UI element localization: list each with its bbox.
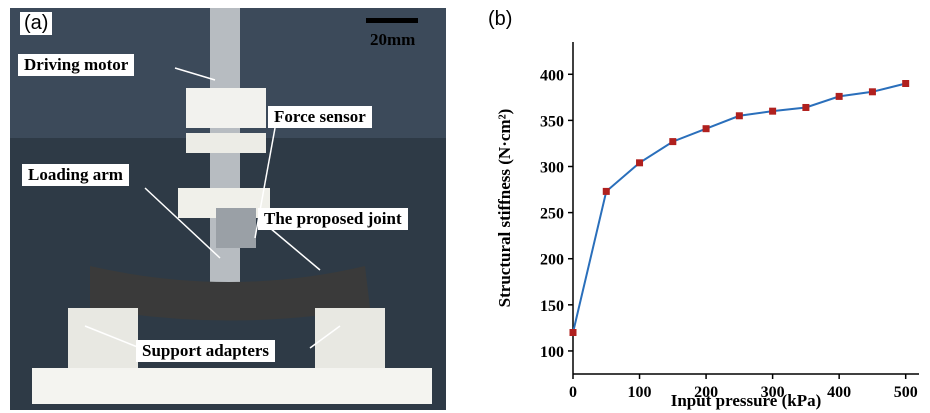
x-tick-label: 400	[827, 384, 851, 401]
y-axis-label: Structural stiffness (N·cm²)	[495, 109, 514, 308]
data-point	[570, 329, 577, 336]
y-tick-label: 300	[540, 160, 564, 177]
y-tick-label: 400	[540, 67, 564, 84]
data-point	[769, 108, 776, 115]
data-point	[836, 93, 843, 100]
y-tick-label: 250	[540, 206, 564, 223]
x-tick-label: 100	[628, 384, 652, 401]
data-point	[636, 159, 643, 166]
y-tick-label: 100	[540, 344, 564, 361]
series-line	[573, 84, 906, 333]
data-point	[902, 80, 909, 87]
x-tick-label: 0	[569, 384, 577, 401]
x-tick-label: 500	[894, 384, 918, 401]
data-point	[703, 125, 710, 132]
y-tick-label: 200	[540, 252, 564, 269]
figure: (a) 20mm Driving motor Force sensor Load…	[0, 0, 930, 413]
data-point	[802, 104, 809, 111]
data-point	[869, 88, 876, 95]
y-tick-label: 150	[540, 298, 564, 315]
data-point	[736, 112, 743, 119]
data-point	[669, 138, 676, 145]
y-tick-label: 350	[540, 113, 564, 130]
x-axis-label: Input pressure (kPa)	[671, 391, 822, 410]
data-point	[603, 188, 610, 195]
chart: 1001502002503003504000100200300400500Inp…	[0, 0, 930, 413]
